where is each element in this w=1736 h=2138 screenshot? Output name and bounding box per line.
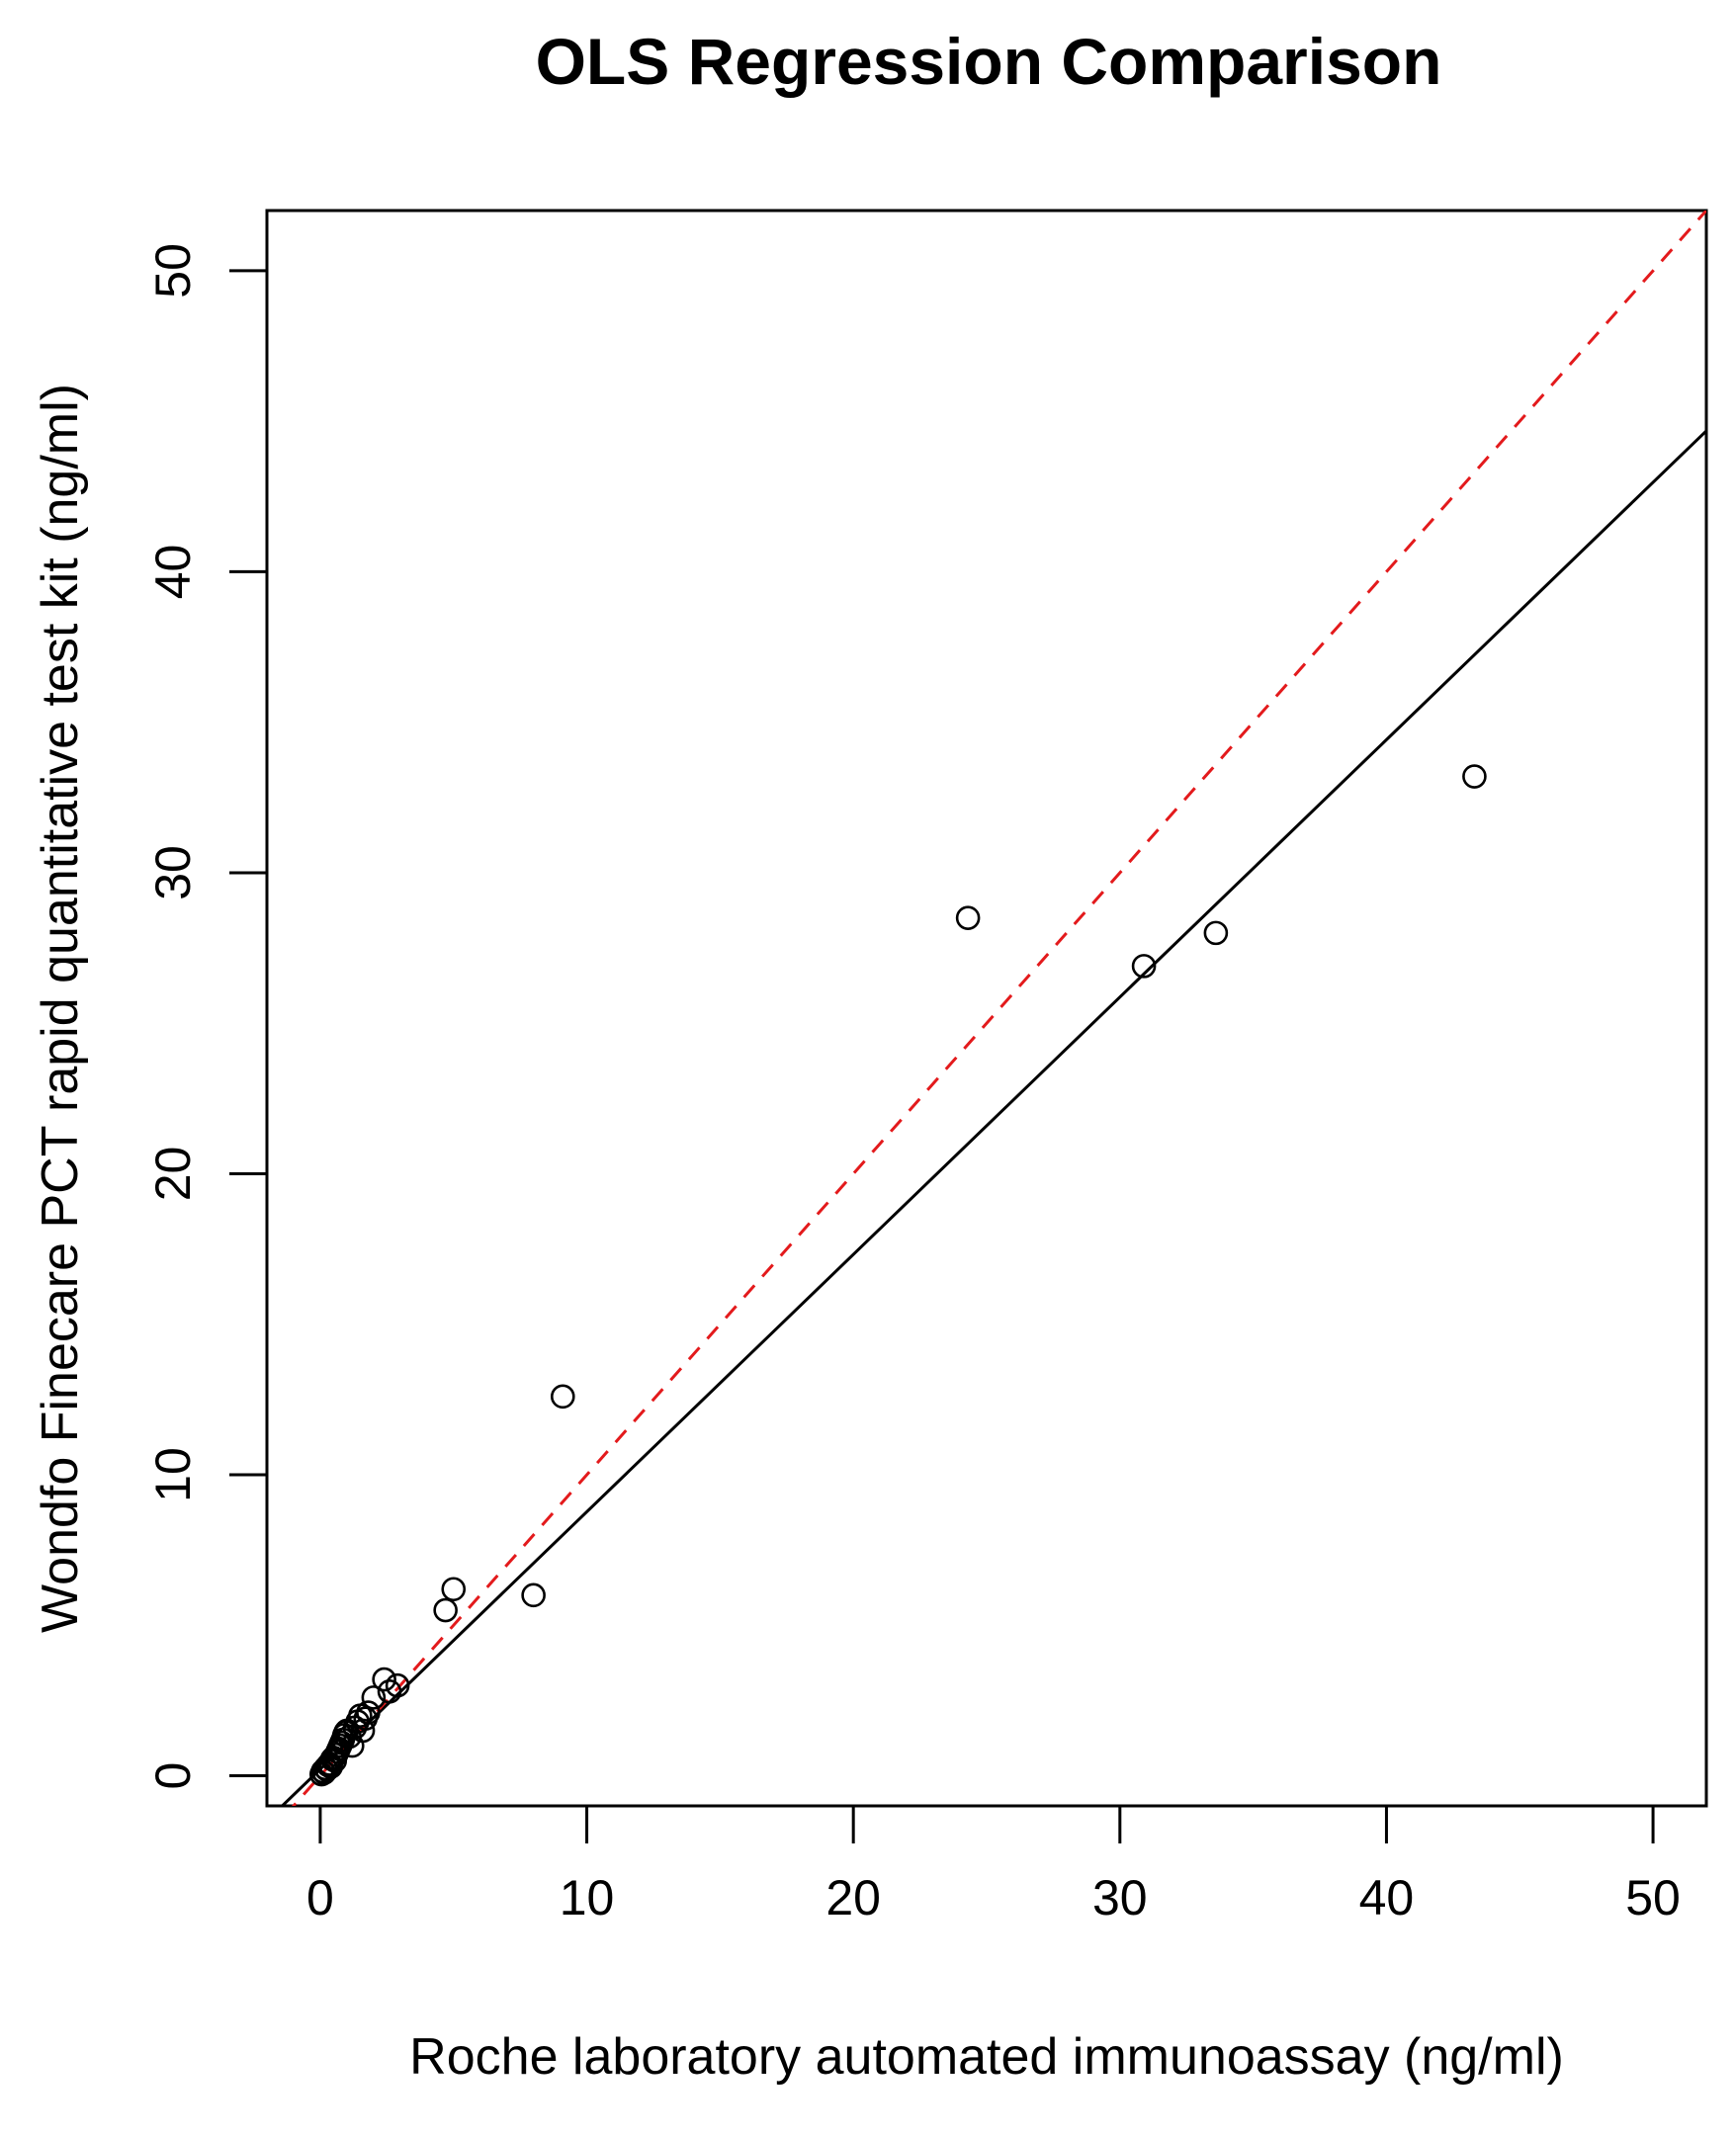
- data-point: [955, 905, 981, 930]
- data-point: [350, 1718, 376, 1744]
- data-point: [1462, 764, 1487, 789]
- y-axis: 0 10 20 30 40 50: [145, 243, 269, 1790]
- y-axis-label: Wondfo Finecare PCT rapid quantitative t…: [32, 384, 89, 1633]
- regression-fit-line: [280, 429, 1706, 1806]
- x-tick-label: 10: [560, 1870, 615, 1925]
- plot-frame: [265, 209, 1708, 1808]
- chart-title: OLS Regression Comparison: [536, 25, 1442, 98]
- data-point: [433, 1597, 458, 1623]
- y-tick-label: 10: [145, 1447, 201, 1502]
- data-point: [1131, 954, 1157, 979]
- x-tick-label: 0: [306, 1870, 334, 1925]
- data-point: [550, 1384, 575, 1410]
- y-tick-label: 20: [145, 1147, 201, 1202]
- data-points: [308, 764, 1487, 1787]
- x-axis: 0 10 20 30 40 50: [306, 1804, 1681, 1925]
- x-tick-label: 40: [1359, 1870, 1415, 1925]
- data-point: [1203, 920, 1229, 946]
- identity-line: [291, 211, 1706, 1806]
- data-point: [521, 1582, 546, 1608]
- x-tick-label: 20: [825, 1870, 881, 1925]
- data-point: [377, 1678, 402, 1704]
- x-tick-label: 30: [1092, 1870, 1148, 1925]
- y-tick-label: 40: [145, 545, 201, 600]
- data-point: [385, 1672, 410, 1698]
- data-point: [372, 1667, 396, 1692]
- y-tick-label: 50: [145, 243, 201, 299]
- x-axis-label: Roche laboratory automated immunoassay (…: [409, 2028, 1564, 2086]
- data-point: [356, 1700, 381, 1725]
- regression-lines: [280, 211, 1706, 1806]
- data-point: [441, 1577, 467, 1602]
- y-tick-label: 30: [145, 845, 201, 900]
- y-tick-label: 0: [145, 1762, 201, 1790]
- data-point: [361, 1685, 387, 1710]
- x-tick-label: 50: [1625, 1870, 1681, 1925]
